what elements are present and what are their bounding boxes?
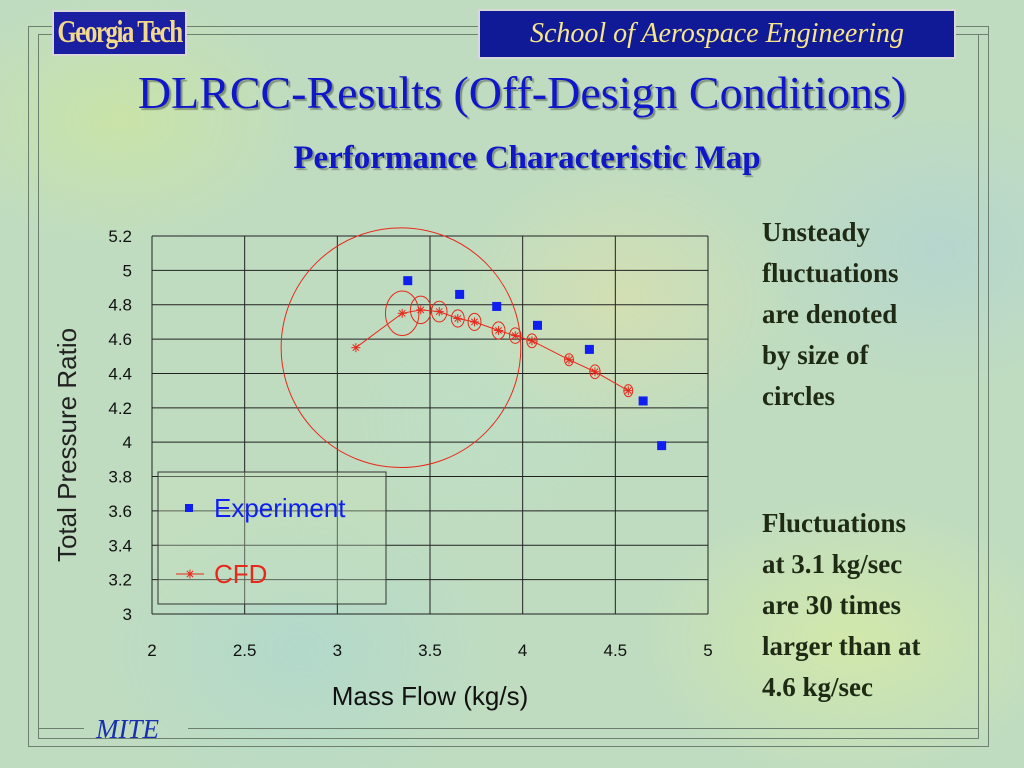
cfd-fluctuation-circle: [431, 300, 448, 323]
cfd-point: [590, 367, 600, 377]
cfd-point: [434, 307, 444, 317]
cfd-fluctuation-circle: [409, 295, 432, 325]
y-tick-label: 5: [123, 261, 132, 280]
cfd-point: [510, 331, 520, 341]
frame-left-line: [28, 26, 29, 746]
frame-left-line-2: [38, 34, 39, 739]
legend-experiment-label: Experiment: [214, 493, 346, 523]
frame-bottom-line: [28, 746, 989, 747]
school-name: School of Aerospace Engineering: [529, 18, 905, 49]
x-tick-label: 4: [518, 641, 527, 660]
logo-text: Georgia Tech: [57, 15, 183, 50]
y-axis-title: Total Pressure Ratio: [52, 328, 82, 562]
footer-rule-right: [188, 728, 978, 729]
experiment-point: [638, 396, 648, 406]
slide-subtitle: Performance Characteristic Map: [293, 140, 761, 176]
legend-experiment-marker: [185, 504, 193, 512]
cfd-fluctuation-circle: [467, 312, 482, 331]
georgia-tech-logo: Georgia Tech: [52, 10, 187, 56]
x-tick-label: 3.5: [418, 641, 442, 660]
cfd-point: [416, 305, 426, 315]
y-tick-label: 4.8: [108, 296, 132, 315]
experiment-point: [492, 301, 502, 311]
school-banner: School of Aerospace Engineering: [478, 9, 956, 59]
y-tick-label: 3.4: [108, 536, 132, 555]
experiment-point: [532, 320, 542, 330]
note-fluctuations: Fluctuations at 3.1 kg/sec are 30 times …: [762, 508, 921, 702]
cfd-fluctuation-circle: [526, 333, 538, 349]
cfd-point: [469, 317, 479, 327]
note-unsteady: Unsteady fluctuations are denoted by siz…: [762, 217, 899, 411]
x-tick-label: 5: [703, 641, 712, 660]
experiment-point: [657, 441, 667, 451]
frame-right-line: [988, 26, 989, 746]
y-tick-label: 3.8: [108, 468, 132, 487]
x-tick-label: 2.5: [233, 641, 257, 660]
x-axis-title: Mass Flow (kg/s): [332, 681, 528, 711]
x-tick-label: 3: [333, 641, 342, 660]
cfd-fluctuation-circle: [508, 327, 522, 344]
experiment-point: [584, 344, 594, 354]
cfd-point: [494, 326, 504, 335]
cfd-point: [564, 355, 574, 365]
cfd-point: [623, 386, 633, 396]
cfd-fluctuation-circle: [589, 364, 601, 380]
experiment-point: [455, 289, 465, 299]
y-tick-label: 5.2: [108, 227, 132, 246]
cfd-fluctuation-circle: [450, 309, 465, 328]
y-tick-label: 4.2: [108, 399, 132, 418]
y-tick-label: 3.6: [108, 502, 132, 521]
cfd-fluctuation-circle: [563, 353, 575, 367]
y-tick-label: 4.6: [108, 330, 132, 349]
cfd-fluctuation-circle: [491, 321, 506, 340]
legend-cfd-label: CFD: [214, 559, 267, 589]
legend-box: [157, 471, 387, 605]
legend-cfd-marker: [185, 569, 195, 579]
footer-mite: MITE: [96, 714, 159, 744]
experiment-point: [403, 276, 413, 286]
cfd-fluctuation-circle: [280, 227, 522, 469]
cfd-point: [397, 308, 407, 318]
cfd-series-line: [355, 309, 629, 392]
x-tick-label: 4.5: [604, 641, 628, 660]
cfd-point: [453, 313, 463, 323]
footer-rule-left: [38, 728, 84, 729]
slide-title: DLRCC-Results (Off-Design Conditions): [137, 67, 907, 118]
frame-right-line-2: [978, 34, 979, 739]
y-tick-label: 3.2: [108, 571, 132, 590]
y-tick-label: 4: [123, 433, 132, 452]
cfd-point: [351, 343, 361, 353]
cfd-fluctuation-circle: [623, 384, 634, 398]
y-tick-label: 4.4: [108, 364, 132, 383]
frame-bottom-line-2: [38, 738, 979, 739]
cfd-point: [527, 336, 537, 346]
cfd-fluctuation-circle: [384, 290, 420, 337]
y-tick-label: 3: [123, 605, 132, 624]
x-tick-label: 2: [147, 641, 156, 660]
